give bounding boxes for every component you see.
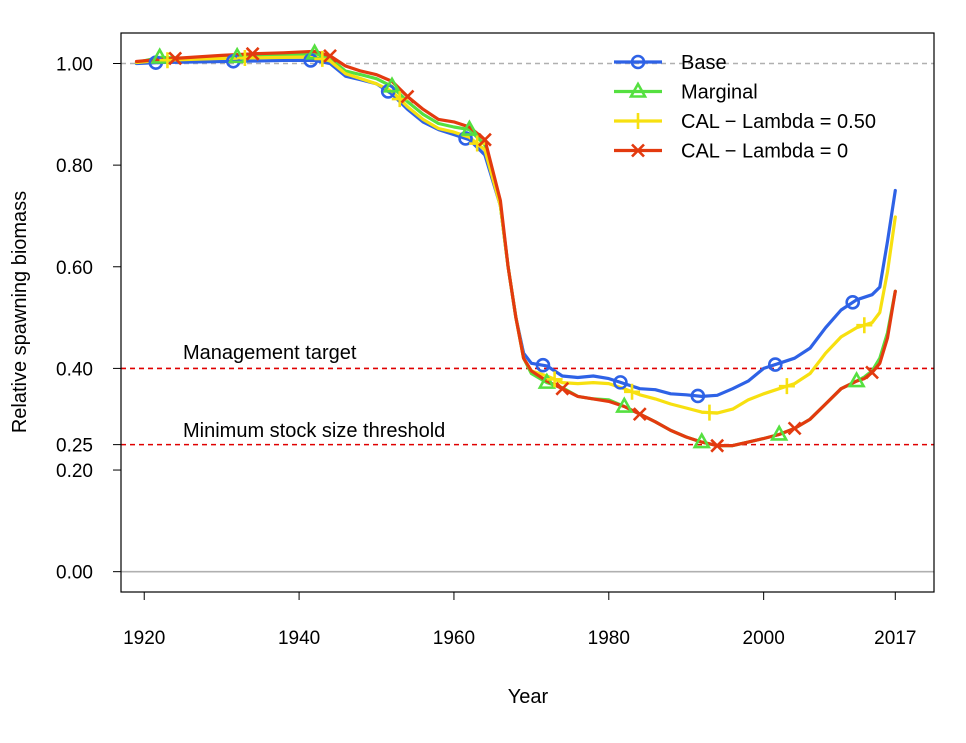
data-point-cal-lambda-0: [168, 51, 183, 66]
ref-label-minimum-stock-size-threshold: Minimum stock size threshold: [183, 420, 445, 442]
x-tick-label: 1960: [433, 628, 475, 649]
x-tick-label: 2017: [874, 628, 916, 649]
x-tick-label: 1940: [278, 628, 320, 649]
data-point-base: [690, 388, 706, 404]
data-point-base: [458, 131, 473, 146]
data-point-marginal: [847, 370, 866, 388]
y-tick-label: 0.60: [56, 258, 93, 279]
data-point-cal-lambda-0: [632, 407, 647, 422]
y-tick-label: 0.40: [56, 359, 93, 380]
data-point-base: [845, 295, 861, 310]
x-tick-label: 2000: [743, 628, 785, 649]
x-axis-title: Year: [508, 686, 549, 708]
data-point-marginal: [615, 396, 634, 413]
data-point-cal-lambda-0-50: [856, 317, 873, 334]
data-point-marginal: [382, 76, 402, 93]
data-point-base: [613, 375, 628, 390]
data-point-cal-lambda-0-50: [546, 371, 563, 388]
data-point-marginal: [150, 47, 169, 64]
data-point-cal-lambda-0-50: [778, 378, 795, 395]
data-point-cal-lambda-0: [245, 46, 260, 61]
y-tick-label: 0.80: [56, 156, 93, 177]
data-point-base: [535, 357, 551, 373]
data-point-marginal: [692, 431, 711, 449]
legend-marker-marginal: [628, 81, 648, 98]
data-point-cal-lambda-0: [323, 48, 337, 63]
data-point-base: [767, 357, 783, 372]
data-point-cal-lambda-0: [400, 89, 415, 104]
x-tick-label: 1980: [588, 628, 630, 649]
data-point-cal-lambda-0: [787, 421, 802, 436]
data-point-marginal: [460, 119, 479, 136]
legend-marker-cal-lambda-0-50: [630, 113, 646, 129]
data-point-cal-lambda-0-50: [701, 404, 718, 421]
x-tick-label: 1920: [123, 628, 165, 649]
y-axis-title: Relative spawning biomass: [9, 191, 31, 433]
y-tick-label: 0.00: [56, 563, 93, 584]
legend-marker-base: [630, 54, 646, 70]
y-tick-label: 0.25: [56, 436, 93, 457]
series-markers: [148, 43, 879, 453]
data-point-marginal: [537, 372, 557, 389]
legend-label-marginal: Marginal: [681, 82, 758, 104]
legend-label-cal-lambda-0: CAL − Lambda = 0: [681, 141, 848, 163]
plot-frame: [120, 32, 935, 593]
y-axis: 0.00 0.20 0.25 0.40 0.60 0.80 1.00: [56, 54, 121, 584]
legend-marker-cal-lambda-0: [631, 143, 645, 158]
y-tick-label: 0.20: [56, 461, 93, 482]
legend-label-base: Base: [681, 52, 727, 74]
y-tick-label: 1.00: [56, 54, 93, 75]
data-point-cal-lambda-0: [555, 381, 570, 396]
data-point-cal-lambda-0: [477, 132, 492, 147]
data-point-cal-lambda-0: [710, 438, 725, 453]
data-point-marginal: [769, 424, 789, 441]
x-axis: 1920 1940 1960 1980 2000 2017: [123, 592, 916, 649]
data-point-cal-lambda-0-50: [624, 383, 641, 400]
series-line-base: [134, 58, 897, 398]
data-point-marginal: [227, 46, 247, 64]
legend: Base Marginal CAL − Lambda = 0.50 CAL − Lam…: [614, 52, 876, 163]
reference-lines: [121, 62, 934, 573]
legend-label-cal-lambda-0-50: CAL − Lambda = 0.50: [681, 111, 876, 133]
data-point-cal-lambda-0: [865, 365, 879, 380]
ref-label-management-target: Management target: [183, 342, 357, 364]
